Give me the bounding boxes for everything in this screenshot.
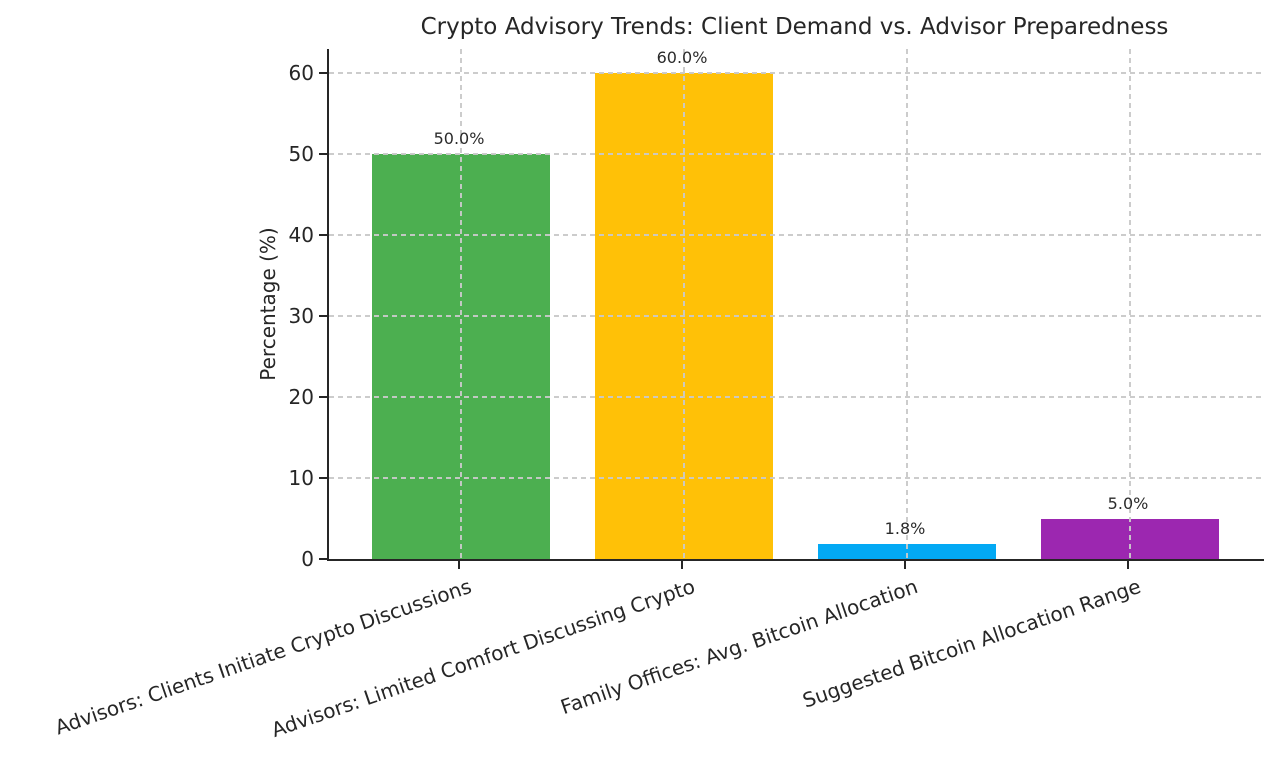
x-tick-label: Family Offices: Avg. Bitcoin Allocation: [557, 574, 921, 720]
y-gridline: [329, 396, 1264, 399]
y-tick-mark: [319, 315, 327, 318]
bar-value-label: 1.8%: [884, 519, 926, 539]
y-tick-label: 10: [288, 466, 314, 491]
y-tick-label: 40: [288, 223, 314, 248]
plot-area: [327, 49, 1264, 561]
x-tick-mark: [904, 561, 906, 569]
x-gridline: [460, 49, 462, 559]
y-tick-label: 30: [288, 304, 314, 329]
y-gridline: [329, 477, 1264, 480]
bar-value-label: 5.0%: [1107, 493, 1149, 513]
x-tick-mark: [458, 561, 460, 569]
bar-value-label: 60.0%: [656, 48, 708, 68]
y-gridline: [329, 72, 1264, 75]
y-tick-mark: [319, 558, 327, 560]
y-gridline: [329, 315, 1264, 318]
y-tick-label: 60: [288, 61, 314, 86]
y-tick-mark: [319, 477, 327, 480]
y-tick-mark: [319, 396, 327, 399]
bar-value-label: 50.0%: [433, 129, 485, 149]
x-gridline: [906, 49, 908, 559]
x-gridline: [683, 49, 685, 559]
y-tick-mark: [319, 72, 327, 75]
y-tick-label: 20: [288, 385, 314, 410]
y-tick-mark: [319, 234, 327, 237]
x-tick-mark: [681, 561, 683, 569]
y-tick-label: 50: [288, 142, 314, 167]
x-gridline: [1129, 49, 1131, 559]
x-tick-label: Advisors: Limited Comfort Discussing Cry…: [268, 574, 698, 742]
y-gridline: [329, 153, 1264, 156]
y-tick-mark: [319, 153, 327, 156]
y-gridline: [329, 234, 1264, 237]
x-tick-label: Advisors: Clients Initiate Crypto Discus…: [52, 574, 475, 740]
y-tick-label: 0: [301, 547, 314, 571]
chart-title: Crypto Advisory Trends: Client Demand vs…: [420, 14, 1169, 40]
x-tick-mark: [1127, 561, 1129, 569]
